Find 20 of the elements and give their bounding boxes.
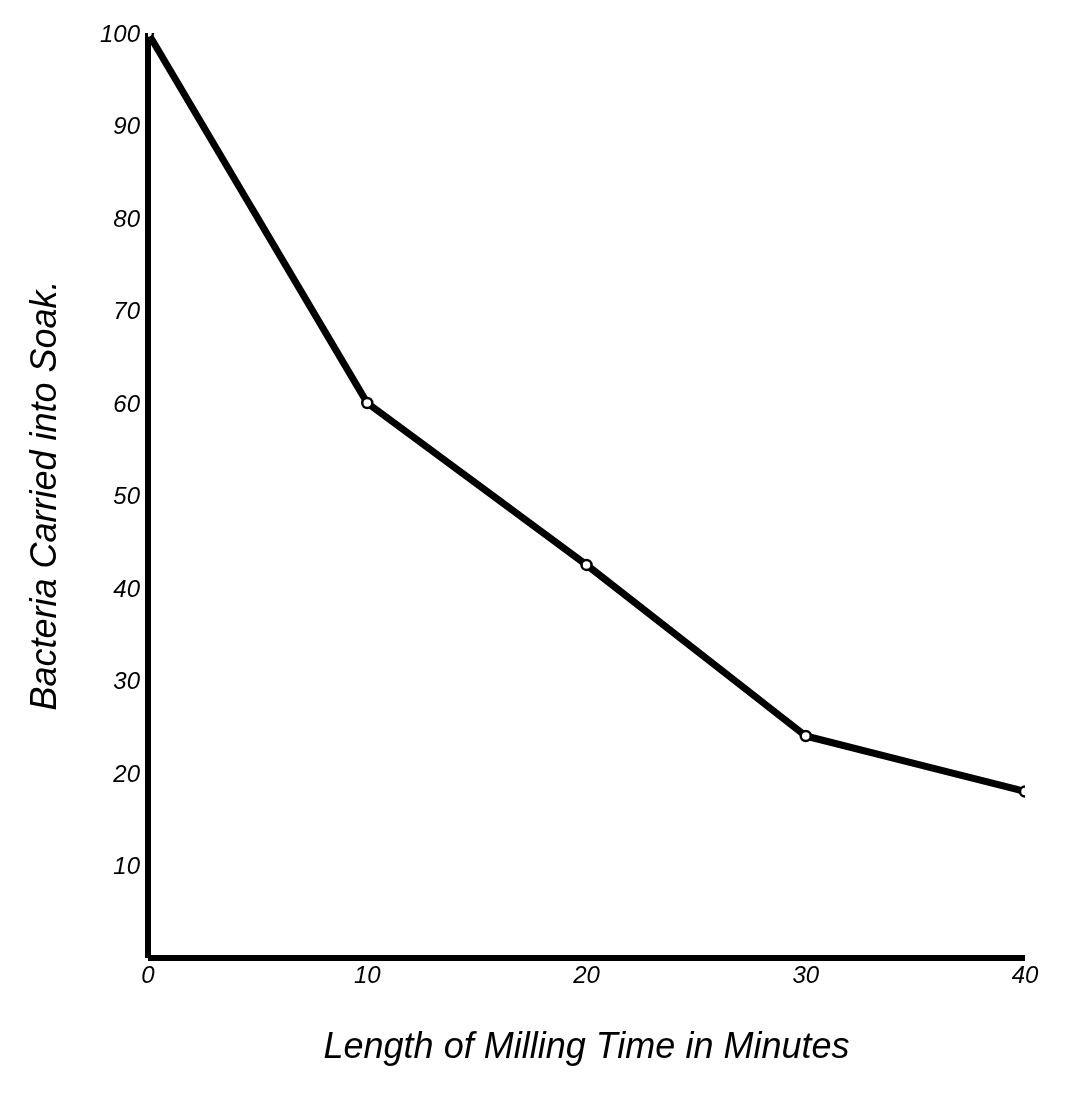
y-axis-title: Bacteria Carried into Soak.: [22, 280, 64, 711]
y-tick-label: 70: [113, 297, 141, 325]
y-tick-label: 30: [113, 667, 141, 695]
x-tick-label: 40: [1011, 961, 1039, 989]
y-tick-label: 60: [113, 389, 141, 417]
point: [799, 729, 812, 743]
x-axis-title: Length of Milling Time in Minutes: [323, 1025, 850, 1066]
y-tick-label: 100: [99, 19, 141, 47]
x-tick-label: 10: [353, 961, 382, 989]
x-tick-label: 0: [141, 961, 156, 989]
point: [580, 558, 593, 572]
y-tick-label: 50: [113, 482, 141, 510]
x-tick-label: 30: [792, 961, 820, 989]
y-tick-label: 90: [113, 112, 141, 140]
x-tick-label: 20: [572, 961, 601, 989]
point: [361, 396, 374, 410]
y-tick-label: 20: [112, 759, 141, 787]
y-tick-label: 10: [113, 852, 141, 880]
y-tick-label: 40: [113, 574, 141, 602]
y-tick-label: 80: [113, 204, 141, 232]
